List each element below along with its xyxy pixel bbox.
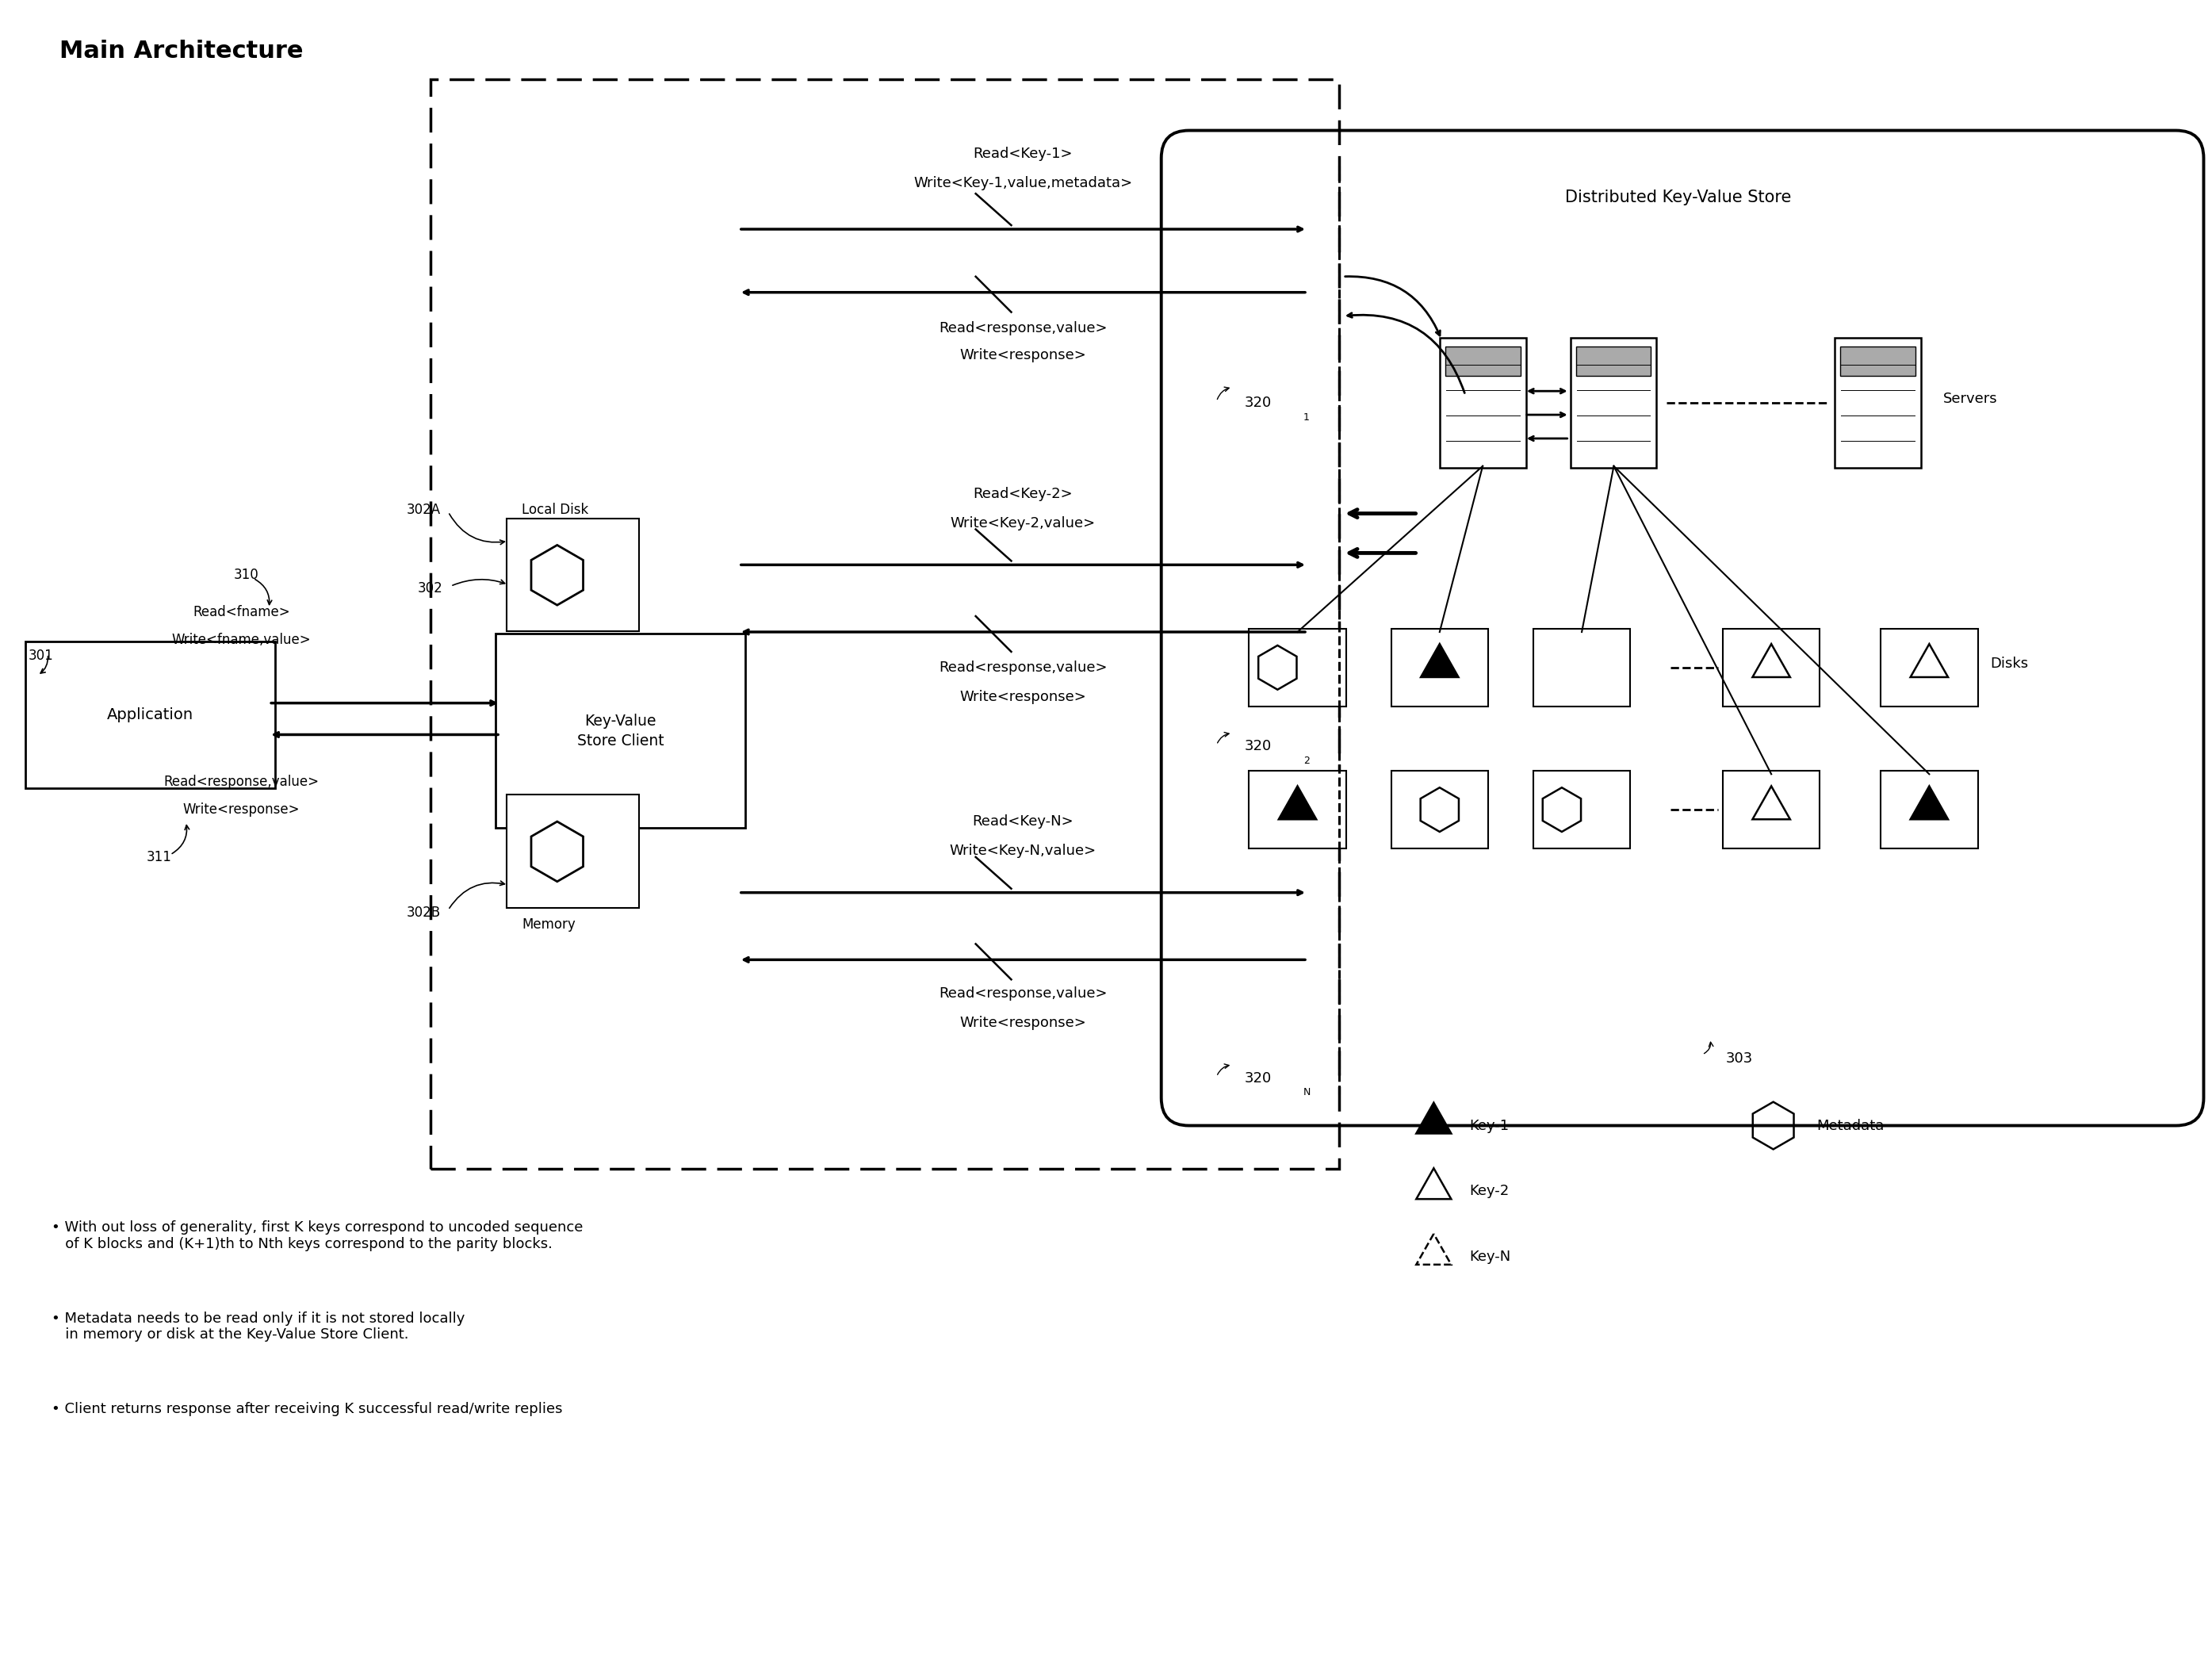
Text: Write<response>: Write<response> <box>960 690 1086 705</box>
Text: Servers: Servers <box>1942 392 1997 406</box>
Text: Memory: Memory <box>522 917 575 931</box>
FancyBboxPatch shape <box>1880 628 1978 706</box>
FancyBboxPatch shape <box>1723 771 1820 848</box>
Text: 301: 301 <box>29 648 53 663</box>
Text: Write<response>: Write<response> <box>184 803 301 816</box>
Polygon shape <box>1416 1102 1451 1133</box>
Text: 302: 302 <box>418 582 442 595</box>
Text: Read<Key-1>: Read<Key-1> <box>973 146 1073 161</box>
FancyBboxPatch shape <box>1880 771 1978 848</box>
Text: 302A: 302A <box>407 502 440 517</box>
Text: • Client returns response after receiving K successful read/write replies: • Client returns response after receivin… <box>51 1403 562 1416</box>
Text: Key-N: Key-N <box>1469 1250 1511 1263</box>
Text: Key-Value
Store Client: Key-Value Store Client <box>577 713 664 748</box>
Text: Distributed Key-Value Store: Distributed Key-Value Store <box>1566 189 1792 206</box>
Text: Read<response,value>: Read<response,value> <box>938 987 1108 1001</box>
FancyBboxPatch shape <box>1723 628 1820 706</box>
Text: 320: 320 <box>1243 1070 1272 1085</box>
FancyBboxPatch shape <box>1391 628 1489 706</box>
Text: 1: 1 <box>1303 412 1310 422</box>
Text: Write<response>: Write<response> <box>960 1015 1086 1030</box>
Text: Key-1: Key-1 <box>1469 1119 1509 1133</box>
Text: 303: 303 <box>1725 1052 1754 1065</box>
Text: Key-2: Key-2 <box>1469 1183 1509 1198</box>
Text: Main Architecture: Main Architecture <box>60 40 303 63</box>
FancyBboxPatch shape <box>1447 347 1520 376</box>
FancyBboxPatch shape <box>1250 628 1347 706</box>
Text: N: N <box>1303 1087 1312 1097</box>
Text: 311: 311 <box>146 849 173 864</box>
Text: Disks: Disks <box>1991 656 2028 671</box>
Text: Write<Key-N,value>: Write<Key-N,value> <box>949 844 1097 858</box>
Text: Write<fname,value>: Write<fname,value> <box>173 633 312 647</box>
FancyBboxPatch shape <box>1575 347 1650 376</box>
Text: Metadata: Metadata <box>1816 1119 1885 1133</box>
FancyBboxPatch shape <box>1836 337 1920 467</box>
Polygon shape <box>1279 786 1316 819</box>
Text: Read<Key-N>: Read<Key-N> <box>973 814 1073 829</box>
Text: • Metadata needs to be read only if it is not stored locally
   in memory or dis: • Metadata needs to be read only if it i… <box>51 1311 465 1341</box>
Text: Read<response,value>: Read<response,value> <box>938 321 1108 336</box>
Text: Read<fname>: Read<fname> <box>192 605 290 620</box>
Text: Read<response,value>: Read<response,value> <box>938 660 1108 675</box>
FancyBboxPatch shape <box>507 519 639 632</box>
FancyBboxPatch shape <box>1250 771 1347 848</box>
FancyBboxPatch shape <box>495 633 745 828</box>
FancyBboxPatch shape <box>1533 771 1630 848</box>
FancyBboxPatch shape <box>27 642 274 788</box>
Text: 302B: 302B <box>407 906 440 919</box>
Text: Write<Key-2,value>: Write<Key-2,value> <box>951 515 1095 530</box>
Text: Write<response>: Write<response> <box>960 349 1086 362</box>
FancyBboxPatch shape <box>507 794 639 907</box>
Text: 2: 2 <box>1303 756 1310 766</box>
FancyBboxPatch shape <box>1440 337 1526 467</box>
Polygon shape <box>1911 786 1949 819</box>
FancyBboxPatch shape <box>1840 347 1916 376</box>
Polygon shape <box>1420 643 1458 676</box>
Text: 320: 320 <box>1243 396 1272 411</box>
Text: • With out loss of generality, first K keys correspond to uncoded sequence
   of: • With out loss of generality, first K k… <box>51 1220 584 1251</box>
Text: Write<Key-1,value,metadata>: Write<Key-1,value,metadata> <box>914 176 1133 191</box>
Text: Read<response,value>: Read<response,value> <box>164 774 319 789</box>
Text: Read<Key-2>: Read<Key-2> <box>973 487 1073 500</box>
Text: Local Disk: Local Disk <box>522 502 588 517</box>
Text: Application: Application <box>106 708 195 723</box>
FancyBboxPatch shape <box>1391 771 1489 848</box>
Text: 320: 320 <box>1243 740 1272 753</box>
Text: 310: 310 <box>234 568 259 582</box>
FancyBboxPatch shape <box>1571 337 1657 467</box>
FancyBboxPatch shape <box>1533 628 1630 706</box>
